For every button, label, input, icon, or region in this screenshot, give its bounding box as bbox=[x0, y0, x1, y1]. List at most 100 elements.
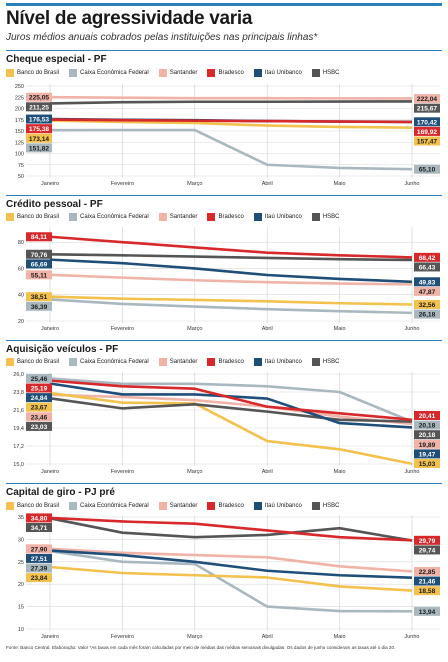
y-tick-label: 200 bbox=[15, 107, 24, 113]
series-line-santander bbox=[49, 393, 413, 426]
legend-label: HSBC bbox=[322, 70, 340, 76]
end-value-label-itau-unibanco: 49,83 bbox=[414, 277, 440, 287]
value-label-box bbox=[26, 301, 52, 311]
series-line-hsbc bbox=[49, 397, 413, 423]
value-label-text: 38,51 bbox=[31, 294, 48, 301]
value-label-text: 23,03 bbox=[31, 424, 48, 431]
start-value-label-hsbc: 70,76 bbox=[26, 249, 52, 259]
y-tick-label: 150 bbox=[15, 129, 24, 135]
top-accent-bar bbox=[6, 3, 442, 6]
y-tick-label: 125 bbox=[15, 140, 24, 146]
x-tick-label: Janeiro bbox=[41, 634, 59, 640]
legend-swatch bbox=[6, 213, 14, 221]
value-label-box bbox=[26, 133, 52, 143]
series-line-banco-do-brasil bbox=[49, 295, 413, 306]
legend-item-bradesco: Bradesco bbox=[207, 69, 244, 77]
panel-separator bbox=[6, 340, 442, 341]
value-label-text: 170,42 bbox=[417, 119, 438, 126]
start-value-label-hsbc: 34,71 bbox=[26, 522, 52, 532]
legend-swatch bbox=[253, 69, 262, 77]
legend-label: Santander bbox=[169, 359, 198, 365]
legend-label: Itaú Unibanco bbox=[264, 359, 302, 365]
panel-title-aquisicao-veiculos-pf: Aquisição veículos - PF bbox=[6, 344, 119, 355]
start-value-label-santander: 27,90 bbox=[26, 544, 52, 554]
value-label-box bbox=[414, 136, 440, 146]
value-label-text: 27,39 bbox=[31, 566, 48, 573]
end-value-label-hsbc: 66,43 bbox=[414, 262, 440, 272]
value-label-text: 66,69 bbox=[31, 261, 48, 268]
series-line-santander bbox=[49, 547, 413, 573]
legend-item-hsbc: HSBC bbox=[311, 358, 340, 366]
end-value-label-caixa-economica-federal: 26,18 bbox=[414, 309, 440, 319]
value-label-text: 68,42 bbox=[419, 255, 436, 262]
value-label-box bbox=[26, 92, 52, 102]
page-subtitle: Juros médios anuais cobrados pelas insti… bbox=[6, 32, 318, 43]
x-tick-label: Março bbox=[187, 181, 202, 187]
value-label-box bbox=[414, 545, 440, 555]
series-line-itau-unibanco bbox=[49, 549, 413, 579]
legend-swatch bbox=[69, 358, 78, 366]
footnote: Fonte: Banco Central. Elaboração: Valor … bbox=[6, 645, 396, 650]
end-value-label-santander: 47,87 bbox=[414, 286, 440, 296]
series-line-bradesco bbox=[49, 379, 413, 422]
value-label-text: 32,56 bbox=[419, 302, 436, 309]
legend-cheque-especial-pf: Banco do Brasil Caixa Econômica Federal Sa… bbox=[6, 67, 350, 79]
value-label-box bbox=[26, 373, 52, 383]
legend-item-banco-do-brasil: Banco do Brasil bbox=[6, 69, 59, 77]
legend-swatch bbox=[207, 213, 216, 221]
legend-swatch bbox=[207, 358, 216, 366]
y-tick-label: 23,8 bbox=[13, 390, 24, 396]
value-label-text: 34,71 bbox=[31, 525, 48, 532]
legend-label: Santander bbox=[169, 503, 198, 509]
value-label-text: 18,58 bbox=[419, 588, 436, 595]
value-label-text: 66,43 bbox=[419, 264, 436, 271]
start-value-label-itau-unibanco: 176,53 bbox=[26, 114, 52, 124]
value-label-text: 13,94 bbox=[419, 609, 436, 616]
legend-swatch bbox=[158, 213, 167, 221]
legend-label: Caixa Econômica Federal bbox=[80, 503, 149, 509]
value-label-box bbox=[26, 292, 52, 302]
value-label-text: 29,79 bbox=[419, 538, 436, 545]
value-label-box bbox=[26, 232, 52, 242]
end-value-label-bradesco: 20,41 bbox=[414, 411, 440, 420]
value-label-text: 169,92 bbox=[417, 129, 438, 136]
start-value-label-bradesco: 34,80 bbox=[26, 513, 52, 523]
y-tick-label: 50 bbox=[18, 174, 24, 180]
value-label-text: 25,19 bbox=[31, 386, 48, 393]
legend-label: Itaú Unibanco bbox=[264, 70, 302, 76]
start-value-label-itau-unibanco: 27,51 bbox=[26, 553, 52, 563]
value-label-text: 36,39 bbox=[31, 304, 48, 311]
legend-aquisicao-veiculos-pf: Banco do Brasil Caixa Econômica Federal Sa… bbox=[6, 356, 350, 368]
legend-label: Santander bbox=[169, 70, 198, 76]
legend-item-bradesco: Bradesco bbox=[207, 502, 244, 510]
y-tick-label: 60 bbox=[18, 266, 24, 272]
x-tick-label: Junho bbox=[405, 469, 420, 475]
value-label-box bbox=[414, 586, 440, 596]
legend-label: HSBC bbox=[322, 359, 340, 365]
legend-item-banco-do-brasil: Banco do Brasil bbox=[6, 213, 59, 221]
value-label-box bbox=[26, 102, 52, 112]
end-value-label-santander: 22,85 bbox=[414, 566, 440, 576]
value-label-box bbox=[414, 117, 440, 127]
value-label-box bbox=[26, 270, 52, 280]
legend-swatch bbox=[6, 358, 14, 366]
value-label-text: 15,03 bbox=[419, 461, 436, 468]
value-label-text: 225,05 bbox=[29, 95, 50, 102]
start-value-label-banco-do-brasil: 23,84 bbox=[26, 573, 52, 583]
value-label-text: 23,84 bbox=[31, 575, 48, 582]
start-value-label-caixa-economica-federal: 27,39 bbox=[26, 563, 52, 573]
value-label-box bbox=[26, 522, 52, 532]
value-label-box bbox=[414, 430, 440, 440]
value-label-box bbox=[414, 576, 440, 586]
value-label-box bbox=[26, 114, 52, 124]
legend-item-caixa-economica-federal: Caixa Econômica Federal bbox=[69, 213, 149, 221]
value-label-text: 84,11 bbox=[31, 234, 47, 241]
legend-item-hsbc: HSBC bbox=[311, 69, 340, 77]
end-value-label-itau-unibanco: 19,47 bbox=[414, 449, 440, 459]
legend-swatch bbox=[253, 213, 262, 221]
end-value-label-caixa-economica-federal: 20,18 bbox=[414, 420, 440, 430]
value-label-text: 151,82 bbox=[29, 145, 50, 152]
value-label-box bbox=[26, 421, 52, 431]
series-line-bradesco bbox=[49, 118, 413, 124]
value-label-box bbox=[26, 143, 52, 153]
